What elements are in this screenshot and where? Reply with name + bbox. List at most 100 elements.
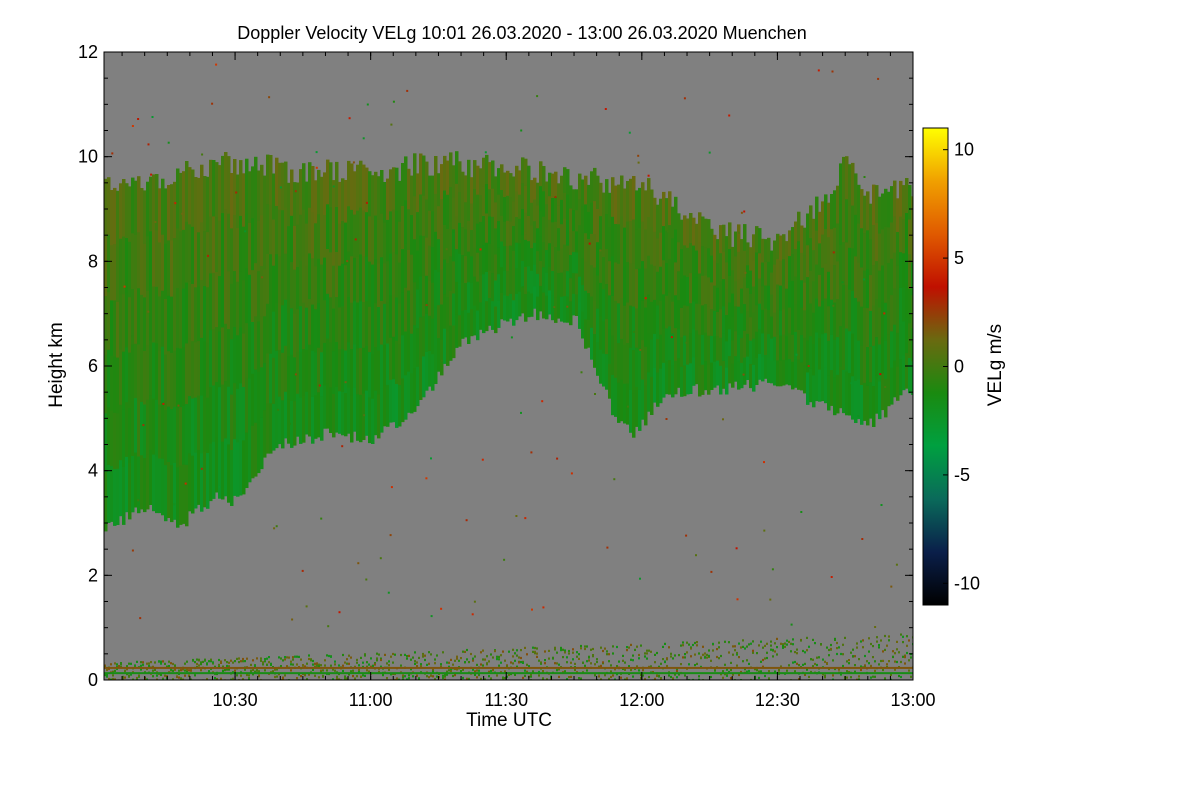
surface-cell — [910, 656, 912, 659]
surface-cell — [704, 656, 706, 659]
surface-cell — [112, 674, 114, 677]
cloud-cell — [710, 335, 714, 364]
cloud-cell — [566, 194, 570, 221]
surface-cell — [526, 670, 528, 673]
noise-speckle — [685, 534, 688, 537]
cloud-cell — [761, 238, 765, 264]
cloud-cell — [887, 334, 891, 371]
surface-cell — [324, 659, 326, 662]
cloud-cell — [905, 353, 909, 389]
cloud-cell — [131, 289, 135, 346]
surface-cell — [854, 664, 856, 667]
cloud-cell — [608, 227, 612, 262]
cloud-cell — [371, 309, 375, 355]
cloud-cell — [410, 254, 414, 295]
cloud-cell — [725, 341, 729, 369]
surface-cell — [724, 663, 726, 666]
surface-cell — [878, 663, 880, 666]
cloud-cell — [551, 271, 555, 296]
surface-cell — [264, 658, 266, 661]
surface-cell — [438, 676, 440, 679]
cloud-cell — [626, 343, 630, 385]
cloud-cell — [407, 249, 411, 292]
cloud-cell — [623, 383, 627, 424]
cloud-cell — [710, 309, 714, 337]
cloud-cell — [752, 260, 756, 288]
cloud-cell — [173, 181, 177, 239]
surface-cell — [486, 662, 488, 665]
surface-cell — [860, 640, 862, 643]
surface-cell — [844, 636, 846, 639]
surface-cell — [614, 678, 616, 680]
cloud-cell — [893, 252, 897, 290]
cloud-cell — [623, 227, 627, 268]
cloud-cell — [362, 256, 366, 303]
cloud-cell — [224, 381, 228, 439]
cloud-cell — [644, 229, 648, 270]
surface-cell — [316, 664, 318, 667]
cloud-cell — [332, 394, 336, 438]
cloud-cell — [173, 350, 177, 408]
noise-speckle — [742, 373, 745, 376]
surface-cell — [246, 673, 248, 677]
surface-cell — [168, 665, 170, 668]
cloud-cell — [512, 226, 516, 252]
cloud-cell — [725, 262, 729, 290]
surface-cell — [742, 660, 744, 663]
cloud-cell — [527, 165, 531, 192]
surface-cell — [462, 668, 464, 671]
surface-cell — [566, 678, 568, 680]
cloud-cell — [716, 263, 720, 289]
noise-speckle — [440, 359, 443, 362]
surface-cell — [474, 655, 476, 658]
cloud-cell — [161, 346, 165, 404]
cloud-cell — [251, 166, 255, 219]
surface-cell — [804, 662, 806, 665]
cloud-cell — [431, 318, 435, 355]
cloud-cell — [305, 391, 309, 435]
noise-speckle — [632, 330, 635, 333]
cloud-cell — [719, 337, 723, 367]
cloud-cell — [548, 266, 552, 291]
surface-cell — [610, 670, 612, 673]
cloud-cell — [866, 230, 870, 270]
noise-speckle — [520, 411, 522, 414]
surface-cell — [612, 652, 614, 655]
cloud-cell — [824, 263, 828, 300]
cloud-cell — [755, 226, 759, 254]
cloud-cell — [494, 306, 498, 334]
cloud-cell — [752, 364, 756, 392]
cloud-cell — [518, 291, 522, 317]
cloud-cell — [407, 331, 411, 373]
surface-cell — [814, 662, 816, 666]
cloud-cell — [767, 334, 771, 359]
surface-cell — [220, 660, 222, 663]
cloud-cell — [830, 194, 834, 230]
cloud-cell — [539, 261, 543, 287]
surface-cell — [208, 660, 210, 663]
x-tick-label: 11:00 — [349, 690, 393, 710]
surface-cell — [500, 661, 502, 664]
surface-cell — [308, 654, 310, 657]
surface-cell — [286, 656, 288, 659]
surface-cell — [286, 665, 288, 668]
surface-cell — [198, 658, 200, 661]
cloud-cell — [458, 222, 462, 255]
cloud-cell — [869, 346, 873, 383]
cloud-cell — [392, 167, 396, 211]
cloud-cell — [608, 261, 612, 296]
noise-speckle — [807, 365, 810, 367]
surface-cell — [496, 674, 498, 677]
surface-cell — [846, 676, 848, 679]
cloud-cell — [770, 316, 774, 340]
cloud-cell — [776, 259, 780, 286]
surface-cell — [742, 639, 744, 642]
cloud-cell — [689, 273, 693, 304]
cloud-cell — [482, 157, 486, 188]
cloud-cell — [245, 268, 249, 324]
surface-cell — [694, 653, 696, 656]
cloud-cell — [737, 224, 741, 253]
surface-cell — [626, 646, 628, 649]
cloud-cell — [887, 298, 891, 335]
surface-cell — [744, 668, 746, 671]
